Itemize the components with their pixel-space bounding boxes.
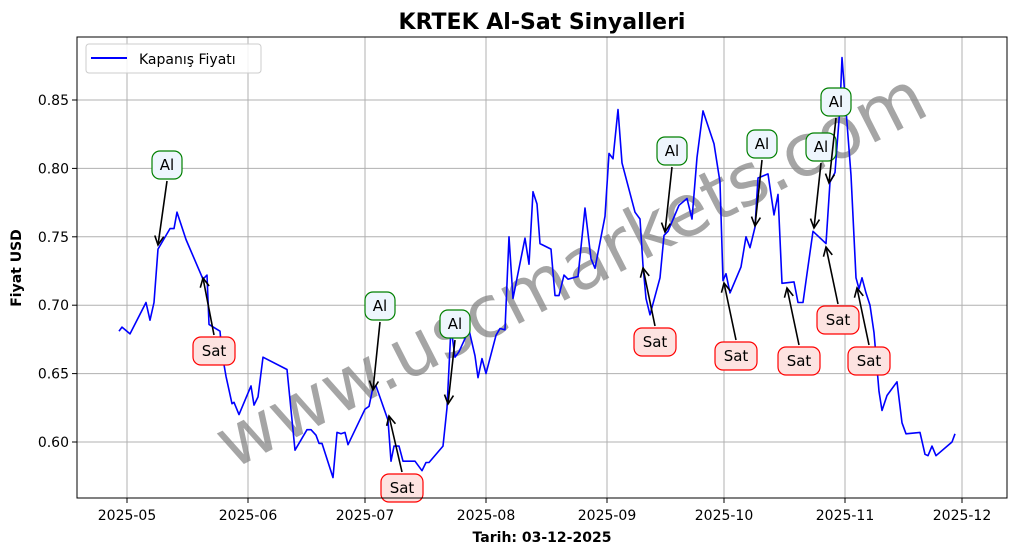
watermark: www.uscmarkets.com	[202, 54, 940, 485]
buy-signal-annotation: Al	[805, 132, 837, 230]
arrow-line	[786, 287, 800, 346]
annotation-box	[380, 473, 424, 503]
x-tick-label: 2025-08	[457, 508, 516, 524]
sell-signal-annotation: Sat	[847, 286, 891, 376]
arrow-head-icon	[822, 245, 833, 257]
arrow-line	[157, 180, 168, 246]
y-axis-label: Fiyat USD	[9, 229, 25, 307]
x-tick-label: 2025-05	[98, 508, 157, 524]
buy-signal-annotation: Al	[364, 291, 396, 392]
arrow-line	[856, 287, 870, 346]
plot-frame	[76, 36, 1008, 499]
x-tick-label: 2025-06	[219, 508, 278, 524]
x-tick-label: 2025-09	[578, 508, 637, 524]
annotation-label: Al	[373, 297, 387, 315]
annotation-box	[816, 305, 860, 335]
buy-signal-annotation: Al	[746, 129, 778, 228]
buy-signal-annotation: Al	[439, 309, 471, 406]
arrow-head-icon	[783, 286, 794, 298]
annotation-box	[746, 129, 778, 159]
annotation-label: Al	[160, 156, 174, 174]
price-line	[118, 56, 956, 479]
x-tick-label: 2025-07	[336, 508, 395, 524]
annotation-box	[847, 346, 891, 376]
arrow-line	[723, 282, 737, 341]
annotation-box	[820, 87, 852, 117]
arrow-head-icon	[750, 216, 762, 228]
sell-signal-annotation: Sat	[380, 414, 424, 503]
annotation-box	[439, 309, 471, 339]
legend: Kapanış Fiyatı	[85, 43, 262, 74]
y-tick-label: 0.65	[38, 367, 69, 383]
annotation-label: Al	[829, 93, 843, 111]
buy-signal-annotation: Al	[151, 150, 183, 247]
arrow-line	[447, 339, 456, 405]
annotation-label: Sat	[787, 352, 812, 370]
arrow-head-icon	[639, 266, 650, 278]
arrow-line	[825, 246, 839, 305]
x-tick-label: 2025-12	[933, 508, 992, 524]
annotation-box	[777, 346, 821, 376]
arrow-head-icon	[809, 218, 821, 230]
x-tick-label: 2025-10	[695, 508, 754, 524]
arrow-head-icon	[199, 276, 210, 288]
arrow-head-icon	[385, 414, 397, 426]
signal-annotations: Al Sat Al Sat Al Sat Al Sat Al Sat Al Sat Al Sat	[151, 87, 891, 503]
arrow-head-icon	[853, 286, 864, 298]
sell-signal-annotation: Sat	[192, 276, 236, 366]
y-tick-label: 0.80	[38, 161, 69, 177]
annotation-label: Al	[448, 315, 462, 333]
annotation-label: Al	[665, 142, 679, 160]
arrow-line	[642, 267, 656, 327]
arrow-head-icon	[154, 235, 165, 247]
y-axis-ticks: 0.60 0.65 0.70 0.75 0.80 0.85	[38, 93, 77, 451]
annotation-box	[633, 327, 677, 357]
annotation-box	[192, 336, 236, 366]
arrow-line	[664, 166, 673, 233]
annotation-label: Al	[755, 135, 769, 153]
y-tick-label: 0.85	[38, 93, 69, 109]
chart-title: KRTEK Al-Sat Sinyalleri	[399, 10, 686, 35]
watermark-text: www.uscmarkets.com	[202, 54, 940, 485]
arrow-head-icon	[720, 281, 731, 293]
y-tick-label: 0.75	[38, 230, 69, 246]
arrow-head-icon	[824, 173, 836, 185]
x-tick-label: 2025-11	[816, 508, 875, 524]
annotation-label: Sat	[857, 352, 882, 370]
annotation-label: Sat	[202, 342, 227, 360]
y-tick-label: 0.60	[38, 435, 69, 451]
annotation-label: Sat	[826, 311, 851, 329]
annotation-box	[656, 136, 688, 166]
annotation-label: Sat	[724, 347, 749, 365]
arrow-line	[388, 415, 403, 473]
arrow-line	[754, 159, 763, 227]
buy-signal-annotation: Al	[656, 136, 688, 234]
x-axis-label: Tarih: 03-12-2025	[473, 530, 612, 546]
arrow-head-icon	[660, 222, 672, 234]
sell-signal-annotation: Sat	[816, 245, 860, 335]
sell-signal-annotation: Sat	[714, 281, 758, 371]
legend-label: Kapanış Fiyatı	[139, 52, 236, 68]
sell-signal-annotation: Sat	[633, 266, 677, 357]
arrow-head-icon	[443, 394, 455, 406]
annotation-label: Al	[814, 138, 828, 156]
arrow-line	[202, 277, 215, 336]
y-tick-label: 0.70	[38, 298, 69, 314]
arrow-line	[828, 117, 837, 184]
legend-box	[85, 43, 262, 74]
annotation-box	[364, 291, 396, 321]
arrow-line	[372, 321, 381, 391]
buy-signal-annotation: Al	[820, 87, 852, 185]
annotation-box	[151, 150, 183, 180]
annotation-label: Sat	[643, 333, 668, 351]
arrow-line	[813, 162, 822, 229]
arrow-head-icon	[368, 380, 380, 392]
annotation-label: Sat	[390, 479, 415, 497]
x-axis-ticks: 2025-05 2025-06 2025-07 2025-08 2025-09 2025-…	[98, 498, 992, 524]
annotation-box	[805, 132, 837, 162]
annotation-box	[714, 341, 758, 371]
sell-signal-annotation: Sat	[777, 286, 821, 376]
